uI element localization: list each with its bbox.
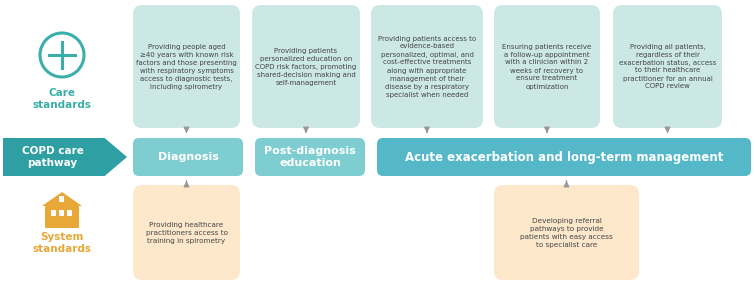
Text: Developing referral
pathways to provide
patients with easy access
to specialist : Developing referral pathways to provide … [520, 218, 613, 247]
Text: Care
standards: Care standards [32, 88, 91, 110]
Text: Ensuring patients receive
a follow-up appointment
with a clinician within 2
week: Ensuring patients receive a follow-up ap… [502, 44, 592, 89]
FancyBboxPatch shape [252, 5, 360, 128]
FancyBboxPatch shape [45, 206, 79, 228]
Polygon shape [42, 192, 82, 206]
FancyBboxPatch shape [133, 5, 240, 128]
Text: Providing healthcare
practitioners access to
training in spirometry: Providing healthcare practitioners acces… [146, 222, 227, 244]
Text: System
standards: System standards [32, 232, 91, 254]
FancyBboxPatch shape [371, 5, 483, 128]
Text: Providing people aged
≥40 years with known risk
factors and those presenting
wit: Providing people aged ≥40 years with kno… [136, 44, 237, 89]
FancyBboxPatch shape [613, 5, 722, 128]
FancyBboxPatch shape [494, 5, 600, 128]
FancyBboxPatch shape [494, 185, 639, 280]
FancyBboxPatch shape [377, 138, 751, 176]
FancyBboxPatch shape [67, 210, 72, 216]
FancyBboxPatch shape [59, 196, 64, 202]
Text: Acute exacerbation and long-term management: Acute exacerbation and long-term managem… [405, 150, 723, 163]
Text: Post-diagnosis
education: Post-diagnosis education [264, 146, 356, 168]
FancyBboxPatch shape [255, 138, 365, 176]
FancyBboxPatch shape [59, 210, 64, 216]
FancyBboxPatch shape [133, 185, 240, 280]
Text: Providing patients access to
evidence-based
personalized, optimal, and
cost-effe: Providing patients access to evidence-ba… [378, 36, 476, 98]
Text: Providing all patients,
regardless of their
exacerbation status, access
to their: Providing all patients, regardless of th… [619, 44, 716, 89]
Text: Diagnosis: Diagnosis [158, 152, 218, 162]
FancyBboxPatch shape [133, 138, 243, 176]
FancyBboxPatch shape [51, 210, 56, 216]
Text: Providing patients
personalized education on
COPD risk factors, promoting
shared: Providing patients personalized educatio… [255, 48, 356, 85]
Text: COPD care
pathway: COPD care pathway [22, 146, 84, 168]
Polygon shape [3, 138, 127, 176]
